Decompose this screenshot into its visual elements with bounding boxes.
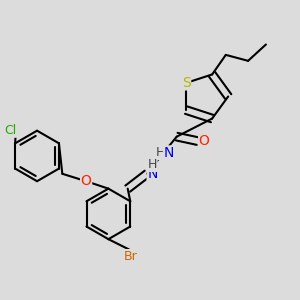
Text: N: N [147, 167, 158, 181]
Text: N: N [164, 146, 174, 160]
Text: H: H [156, 146, 165, 160]
Text: Cl: Cl [4, 124, 16, 137]
Text: H: H [148, 158, 157, 171]
Text: O: O [199, 134, 209, 148]
Text: O: O [81, 174, 92, 188]
Text: S: S [182, 76, 190, 90]
Text: Br: Br [124, 250, 138, 262]
